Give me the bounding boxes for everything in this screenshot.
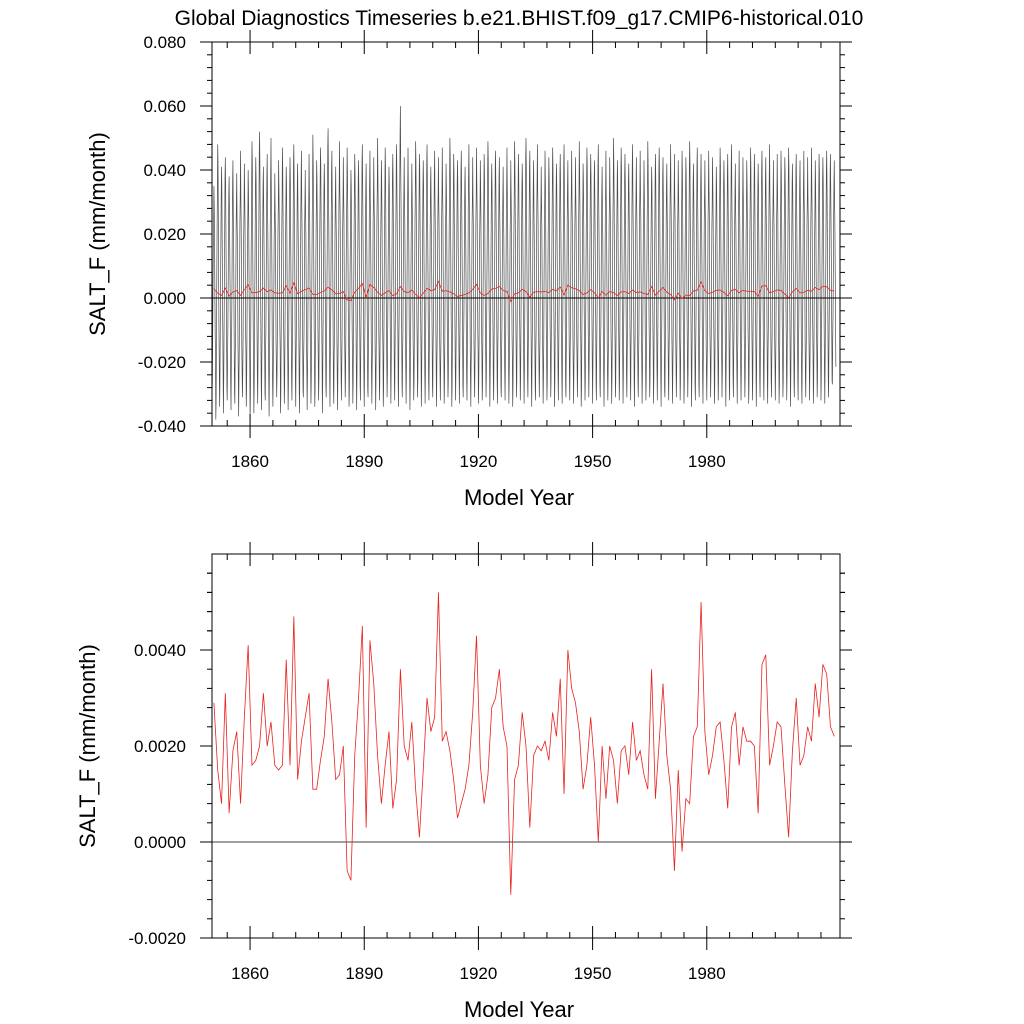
x-tick-label: 1890 xyxy=(345,452,383,471)
x-tick-label: 1920 xyxy=(460,452,498,471)
y-tick-label: -0.0020 xyxy=(128,929,186,948)
y-tick-label: -0.040 xyxy=(138,417,186,436)
figure-title: Global Diagnostics Timeseries b.e21.BHIS… xyxy=(175,7,864,30)
bottom-x-axis-label: Model Year xyxy=(464,997,574,1022)
x-tick-label: 1920 xyxy=(460,964,498,983)
y-tick-label: 0.0020 xyxy=(134,737,186,756)
x-tick-label: 1950 xyxy=(574,964,612,983)
x-tick-label: 1860 xyxy=(231,452,269,471)
y-tick-label: -0.020 xyxy=(138,353,186,372)
top-annual-series xyxy=(213,280,835,303)
x-tick-label: 1950 xyxy=(574,452,612,471)
top-x-ticks: 1860 1890 1920 1950 1980 xyxy=(226,30,822,471)
x-tick-label: 1890 xyxy=(345,964,383,983)
top-panel: 1860 1890 1920 1950 1980 -0.040 -0.020 0.000 0.… xyxy=(85,30,852,510)
y-tick-label: 0.020 xyxy=(143,225,186,244)
x-tick-label: 1980 xyxy=(688,452,726,471)
y-tick-label: 0.080 xyxy=(143,33,186,52)
top-x-axis-label: Model Year xyxy=(464,485,574,510)
bottom-y-axis-label: SALT_F (mm/month) xyxy=(75,644,100,848)
y-tick-label: 0.000 xyxy=(143,289,186,308)
bottom-panel: 1860 1890 1920 1950 1980 -0.0020 0.0000 0.0020… xyxy=(75,542,852,1022)
y-tick-label: 0.040 xyxy=(143,161,186,180)
top-monthly-series xyxy=(211,105,837,420)
annual-mean-series-line xyxy=(213,592,835,895)
monthly-series-line xyxy=(211,105,837,420)
bottom-y-ticks: -0.0020 0.0000 0.0020 0.0040 xyxy=(128,572,852,948)
y-tick-label: 0.060 xyxy=(143,97,186,116)
y-tick-label: 0.0000 xyxy=(134,833,186,852)
y-tick-label: 0.0040 xyxy=(134,641,186,660)
annual-mean-series-line xyxy=(213,280,835,303)
x-tick-label: 1980 xyxy=(688,964,726,983)
bottom-x-ticks: 1860 1890 1920 1950 1980 xyxy=(226,542,822,983)
top-y-ticks: -0.040 -0.020 0.000 0.020 0.040 0.060 0.080 xyxy=(138,33,852,436)
x-tick-label: 1860 xyxy=(231,964,269,983)
top-y-axis-label: SALT_F (mm/month) xyxy=(85,132,110,336)
bottom-annual-series xyxy=(213,592,835,895)
